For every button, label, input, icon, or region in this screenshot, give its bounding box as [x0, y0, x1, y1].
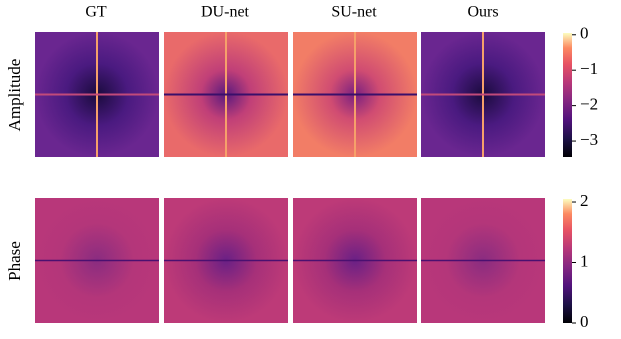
- column-header: SU-net: [331, 4, 377, 21]
- colorbar-tick-label: 1: [580, 251, 589, 270]
- colorbar: [563, 199, 572, 323]
- row-label: Amplitude: [5, 59, 24, 132]
- column-header: DU-net: [201, 4, 250, 21]
- column-header: Ours: [467, 4, 498, 21]
- colorbar-tick-label: 2: [580, 191, 589, 210]
- row-label: Phase: [5, 241, 24, 281]
- colorbar-tick-label: 0: [580, 24, 589, 43]
- colorbar-tick-label: −2: [580, 95, 598, 114]
- colorbar-tick-label: 0: [580, 312, 589, 331]
- colorbar-tick-label: −1: [580, 59, 598, 78]
- column-header: GT: [85, 4, 107, 21]
- colorbar: [563, 33, 572, 157]
- panels: [35, 32, 545, 323]
- colorbar-tick-label: −3: [580, 130, 598, 149]
